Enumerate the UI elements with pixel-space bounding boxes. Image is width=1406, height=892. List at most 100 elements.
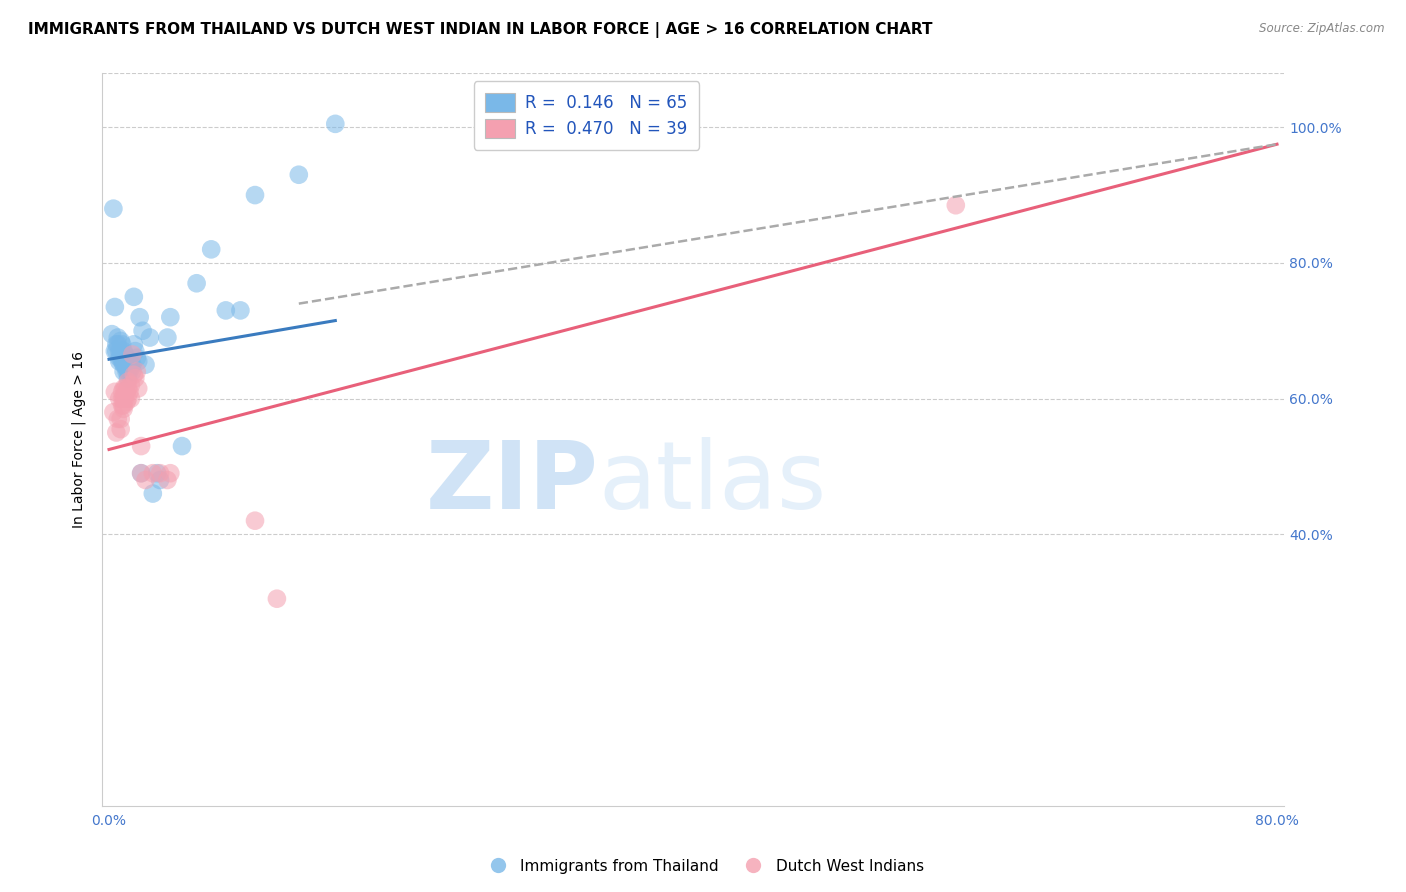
Point xyxy=(122,290,145,304)
Point xyxy=(117,371,139,385)
Point xyxy=(124,344,146,359)
Point xyxy=(110,344,132,359)
Point xyxy=(120,378,142,392)
Point xyxy=(156,330,179,344)
Point xyxy=(120,392,142,406)
Point xyxy=(114,392,136,406)
Legend: Immigrants from Thailand, Dutch West Indians: Immigrants from Thailand, Dutch West Ind… xyxy=(477,853,929,880)
Point xyxy=(117,354,139,368)
Point xyxy=(186,277,208,291)
Point xyxy=(112,351,135,365)
Point xyxy=(243,188,266,202)
Point xyxy=(156,473,179,487)
Point xyxy=(104,344,127,359)
Point xyxy=(129,467,152,481)
Point xyxy=(159,467,181,481)
Point xyxy=(112,401,135,416)
Point xyxy=(111,354,134,368)
Point xyxy=(104,384,127,399)
Point xyxy=(112,398,135,412)
Point xyxy=(110,412,132,426)
Point xyxy=(288,168,311,182)
Point xyxy=(105,425,128,440)
Point xyxy=(200,243,222,257)
Point xyxy=(129,439,152,453)
Point xyxy=(125,364,148,378)
Point xyxy=(266,591,288,606)
Point xyxy=(142,467,165,481)
Point xyxy=(108,392,131,406)
Point xyxy=(114,347,136,361)
Point xyxy=(170,439,193,453)
Point xyxy=(108,344,131,359)
Point xyxy=(243,514,266,528)
Point xyxy=(159,310,181,325)
Point xyxy=(112,392,135,406)
Point xyxy=(107,337,129,351)
Point xyxy=(117,364,139,378)
Point xyxy=(107,412,129,426)
Point xyxy=(149,473,172,487)
Point xyxy=(112,364,135,378)
Point xyxy=(146,467,169,481)
Point xyxy=(124,371,146,385)
Point xyxy=(118,359,141,373)
Point xyxy=(118,364,141,378)
Point xyxy=(117,375,139,389)
Point xyxy=(122,368,145,382)
Point xyxy=(127,354,149,368)
Point xyxy=(120,358,142,372)
Point xyxy=(112,358,135,372)
Point xyxy=(117,381,139,395)
Point xyxy=(215,303,238,318)
Point xyxy=(111,384,134,399)
Point xyxy=(142,486,165,500)
Text: ZIP: ZIP xyxy=(426,437,599,529)
Point xyxy=(134,358,156,372)
Point xyxy=(111,347,134,361)
Y-axis label: In Labor Force | Age > 16: In Labor Force | Age > 16 xyxy=(72,351,86,528)
Point xyxy=(107,330,129,344)
Point xyxy=(117,361,139,376)
Point xyxy=(117,392,139,406)
Point xyxy=(149,467,172,481)
Point xyxy=(108,351,131,365)
Point xyxy=(122,337,145,351)
Point xyxy=(111,337,134,351)
Point xyxy=(121,358,143,372)
Point xyxy=(128,310,150,325)
Point xyxy=(103,202,125,216)
Point xyxy=(112,344,135,359)
Point xyxy=(114,351,136,365)
Point xyxy=(229,303,252,318)
Point xyxy=(112,381,135,395)
Point xyxy=(111,398,134,412)
Point xyxy=(115,364,138,378)
Point xyxy=(114,381,136,395)
Point xyxy=(323,117,346,131)
Point xyxy=(110,334,132,348)
Point xyxy=(945,198,967,212)
Point xyxy=(120,361,142,376)
Point xyxy=(115,384,138,399)
Point xyxy=(121,364,143,378)
Point xyxy=(121,347,143,361)
Point xyxy=(115,361,138,376)
Point xyxy=(115,351,138,365)
Point xyxy=(118,384,141,399)
Point xyxy=(115,358,138,372)
Point xyxy=(105,337,128,351)
Point xyxy=(114,354,136,368)
Point xyxy=(111,351,134,365)
Point xyxy=(127,381,149,395)
Point xyxy=(125,351,148,365)
Legend: R =  0.146   N = 65, R =  0.470   N = 39: R = 0.146 N = 65, R = 0.470 N = 39 xyxy=(474,81,699,150)
Text: IMMIGRANTS FROM THAILAND VS DUTCH WEST INDIAN IN LABOR FORCE | AGE > 16 CORRELAT: IMMIGRANTS FROM THAILAND VS DUTCH WEST I… xyxy=(28,22,932,38)
Point xyxy=(134,473,156,487)
Text: atlas: atlas xyxy=(599,437,827,529)
Point xyxy=(103,405,125,419)
Point xyxy=(115,395,138,409)
Point xyxy=(120,354,142,368)
Point xyxy=(131,324,153,338)
Point xyxy=(105,344,128,359)
